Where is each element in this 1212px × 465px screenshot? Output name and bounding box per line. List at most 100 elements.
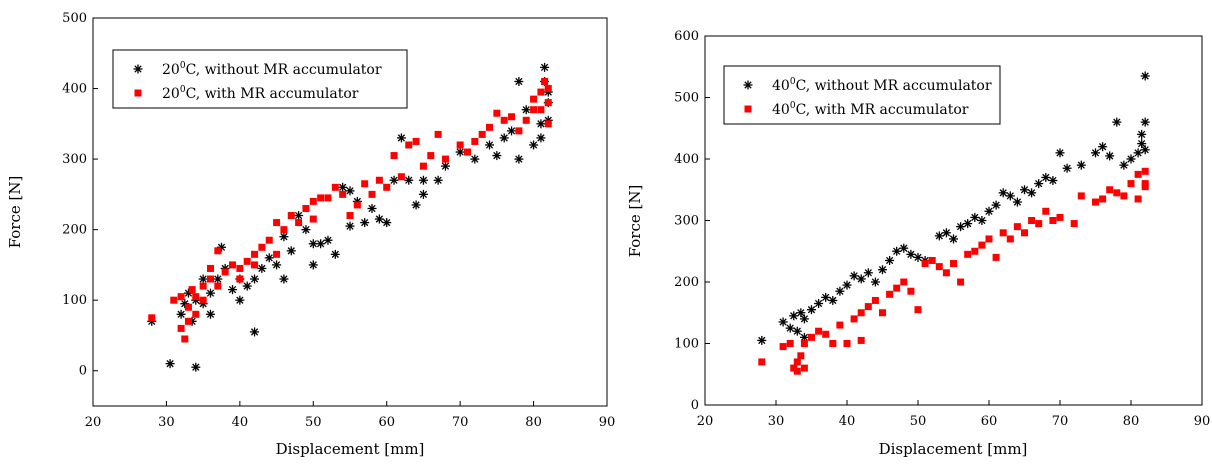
- data-point: [835, 286, 845, 296]
- data-point: [870, 277, 880, 287]
- chart-1-legend: 200C, without MR accumulator 200C, with …: [112, 49, 408, 109]
- data-point: [949, 234, 958, 244]
- x-tick-label: 40: [839, 414, 856, 429]
- data-point: [1105, 151, 1115, 161]
- data-point: [799, 314, 809, 324]
- data-point: [1113, 189, 1121, 197]
- data-point: [1077, 192, 1085, 200]
- x-tick-label: 20: [697, 414, 714, 429]
- data-point: [793, 367, 801, 375]
- data-point: [478, 130, 486, 138]
- data-point: [514, 154, 524, 164]
- x-tick-label: 80: [1123, 414, 1140, 429]
- data-point: [900, 278, 908, 286]
- data-point: [928, 256, 936, 264]
- data-point: [991, 200, 1001, 210]
- chart-1-y-axis-label: Force [N]: [6, 176, 24, 249]
- data-point: [242, 281, 252, 291]
- chart-2-y-axis-label: Force [N]: [626, 185, 644, 258]
- data-point: [339, 190, 347, 198]
- data-point: [294, 211, 304, 221]
- data-point: [921, 260, 929, 268]
- data-point: [324, 194, 332, 202]
- data-point: [808, 333, 815, 341]
- data-point: [863, 268, 873, 278]
- chart-1-legend-marker-2: [134, 89, 142, 97]
- data-point: [829, 340, 837, 347]
- data-point: [221, 268, 229, 276]
- data-point: [914, 306, 922, 314]
- data-point: [499, 133, 509, 143]
- data-point: [541, 77, 549, 85]
- data-point: [206, 275, 214, 283]
- data-point: [893, 284, 901, 292]
- data-point: [405, 141, 413, 149]
- data-point: [206, 264, 214, 272]
- chart-2-y-ticks: 0 100 200 300 400 500 600: [674, 29, 710, 413]
- y-tick-label: 400: [62, 82, 87, 97]
- data-point: [544, 120, 552, 128]
- data-point: [849, 271, 859, 281]
- data-point: [507, 126, 517, 136]
- y-tick-label: 0: [691, 398, 699, 413]
- data-point: [470, 154, 480, 164]
- data-point: [529, 140, 539, 150]
- data-point: [279, 232, 289, 242]
- data-point: [885, 255, 895, 265]
- data-point: [1098, 142, 1108, 152]
- data-point: [331, 183, 339, 191]
- data-point: [1137, 129, 1147, 139]
- data-point: [985, 235, 993, 243]
- data-point: [1137, 139, 1147, 149]
- data-point: [411, 200, 421, 210]
- data-point: [793, 358, 801, 366]
- data-point: [264, 253, 274, 263]
- data-point: [177, 324, 185, 332]
- x-tick-label: 60: [981, 414, 998, 429]
- chart-1-x-ticks: 20 30 40 50 60 70 80 90: [85, 401, 616, 430]
- chart-2-x-ticks: 20 30 40 50 60 70 80 90: [697, 400, 1210, 429]
- chart-2-legend-marker-1: [743, 80, 753, 90]
- data-point: [842, 280, 852, 290]
- data-point: [361, 180, 369, 188]
- x-tick-label: 50: [305, 415, 322, 430]
- chart-1-legend-label-2: 200C, with MR accumulator: [162, 85, 359, 102]
- data-point: [317, 194, 325, 202]
- x-tick-label: 40: [232, 415, 249, 430]
- data-point: [441, 155, 449, 163]
- data-point: [345, 221, 355, 231]
- data-point: [251, 261, 259, 269]
- data-point: [375, 176, 383, 184]
- data-point: [353, 201, 361, 209]
- y-tick-label: 200: [674, 275, 699, 290]
- data-point: [433, 175, 443, 185]
- data-point: [544, 99, 552, 107]
- data-point: [1028, 217, 1036, 224]
- y-tick-label: 500: [674, 91, 699, 106]
- data-point: [323, 235, 333, 245]
- x-tick-label: 60: [378, 415, 395, 430]
- data-point: [1134, 195, 1142, 203]
- data-point: [879, 309, 886, 317]
- data-point: [899, 243, 909, 253]
- data-point: [170, 296, 178, 304]
- data-point: [440, 161, 450, 171]
- data-point: [493, 109, 501, 117]
- data-point: [871, 296, 879, 304]
- data-point: [850, 315, 858, 323]
- x-tick-label: 90: [599, 415, 616, 430]
- data-point: [1091, 148, 1100, 158]
- data-point: [1106, 186, 1114, 194]
- data-point: [214, 282, 222, 290]
- data-point: [544, 85, 552, 93]
- data-point: [427, 152, 435, 160]
- data-point: [397, 173, 405, 181]
- data-point: [346, 212, 354, 220]
- data-point: [198, 274, 208, 284]
- data-point: [213, 274, 223, 284]
- data-point: [265, 236, 273, 244]
- data-point: [192, 310, 200, 318]
- data-point: [792, 326, 802, 336]
- chart-1-legend-label-1: 200C, without MR accumulator: [162, 61, 382, 78]
